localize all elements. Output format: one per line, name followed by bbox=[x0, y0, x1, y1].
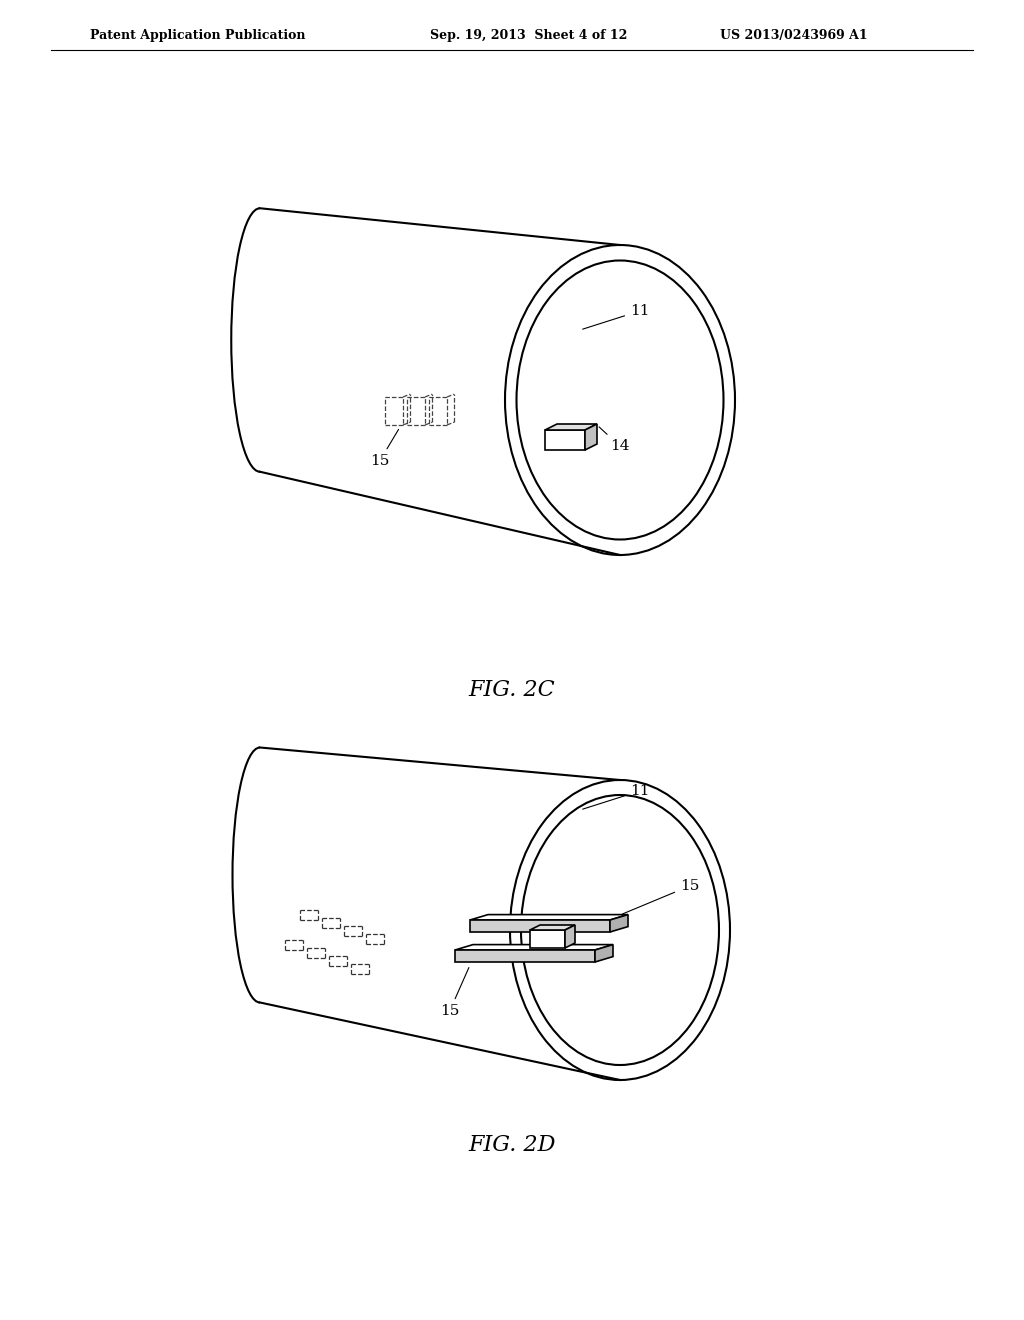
Polygon shape bbox=[455, 945, 613, 950]
Polygon shape bbox=[565, 925, 575, 948]
Polygon shape bbox=[545, 430, 585, 450]
Text: 14: 14 bbox=[599, 426, 630, 453]
Text: 11: 11 bbox=[583, 784, 649, 809]
Polygon shape bbox=[470, 915, 628, 920]
Text: 11: 11 bbox=[583, 304, 649, 329]
Polygon shape bbox=[530, 925, 575, 931]
Text: US 2013/0243969 A1: US 2013/0243969 A1 bbox=[720, 29, 867, 41]
Text: FIG. 2D: FIG. 2D bbox=[468, 1134, 556, 1156]
Text: FIG. 2C: FIG. 2C bbox=[469, 678, 555, 701]
Polygon shape bbox=[455, 950, 595, 962]
Polygon shape bbox=[470, 920, 610, 932]
Polygon shape bbox=[545, 424, 597, 430]
Polygon shape bbox=[610, 915, 628, 932]
Text: 15: 15 bbox=[440, 968, 469, 1018]
Text: 14: 14 bbox=[553, 942, 595, 964]
Text: 15: 15 bbox=[623, 879, 699, 913]
Polygon shape bbox=[585, 424, 597, 450]
Polygon shape bbox=[595, 945, 613, 962]
Text: Sep. 19, 2013  Sheet 4 of 12: Sep. 19, 2013 Sheet 4 of 12 bbox=[430, 29, 628, 41]
Text: Patent Application Publication: Patent Application Publication bbox=[90, 29, 305, 41]
Text: 15: 15 bbox=[370, 429, 398, 469]
Polygon shape bbox=[530, 931, 565, 948]
